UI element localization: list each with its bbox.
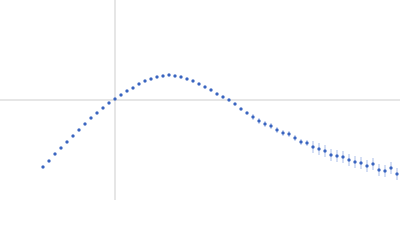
data-point — [359, 161, 363, 165]
data-point — [167, 73, 171, 77]
data-point — [281, 131, 285, 135]
data-point — [371, 162, 375, 166]
data-point — [365, 164, 369, 168]
data-point — [239, 107, 243, 111]
data-point — [353, 160, 357, 164]
data-point — [329, 153, 333, 157]
data-point — [383, 169, 387, 173]
data-point — [275, 128, 279, 132]
data-point — [215, 92, 219, 96]
data-point — [161, 74, 165, 78]
data-point — [221, 95, 225, 99]
data-point — [377, 168, 381, 172]
data-point — [317, 147, 321, 151]
data-point — [77, 128, 81, 132]
data-point — [179, 75, 183, 79]
data-point — [305, 141, 309, 145]
data-point — [185, 77, 189, 81]
data-point — [155, 75, 159, 79]
data-point — [311, 145, 315, 149]
data-point — [113, 97, 117, 101]
data-point — [107, 101, 111, 105]
data-point — [299, 140, 303, 144]
data-point — [245, 111, 249, 115]
data-point — [59, 146, 63, 150]
data-point — [53, 152, 57, 156]
data-point — [197, 82, 201, 86]
data-point — [233, 102, 237, 106]
data-point — [47, 159, 51, 163]
data-point — [347, 158, 351, 162]
data-point — [137, 82, 141, 86]
data-point — [131, 86, 135, 90]
data-point — [83, 122, 87, 126]
data-point — [143, 79, 147, 83]
data-point — [251, 115, 255, 119]
data-point — [293, 136, 297, 140]
data-point — [71, 134, 75, 138]
data-point — [149, 77, 153, 81]
data-point — [101, 106, 105, 110]
data-point — [269, 124, 273, 128]
data-point — [41, 165, 45, 169]
data-point — [125, 89, 129, 93]
data-point — [395, 172, 399, 176]
data-point — [203, 85, 207, 89]
data-point — [191, 79, 195, 83]
data-point — [173, 74, 177, 78]
data-point — [389, 166, 393, 170]
data-point — [227, 98, 231, 102]
data-point — [89, 116, 93, 120]
data-point — [119, 93, 123, 97]
data-point — [257, 119, 261, 123]
chart — [0, 0, 400, 200]
data-point — [287, 132, 291, 136]
data-point — [323, 149, 327, 153]
data-point — [341, 155, 345, 159]
data-point — [335, 154, 339, 158]
data-point — [65, 140, 69, 144]
data-point — [263, 122, 267, 126]
data-point — [95, 111, 99, 115]
data-point — [209, 88, 213, 92]
